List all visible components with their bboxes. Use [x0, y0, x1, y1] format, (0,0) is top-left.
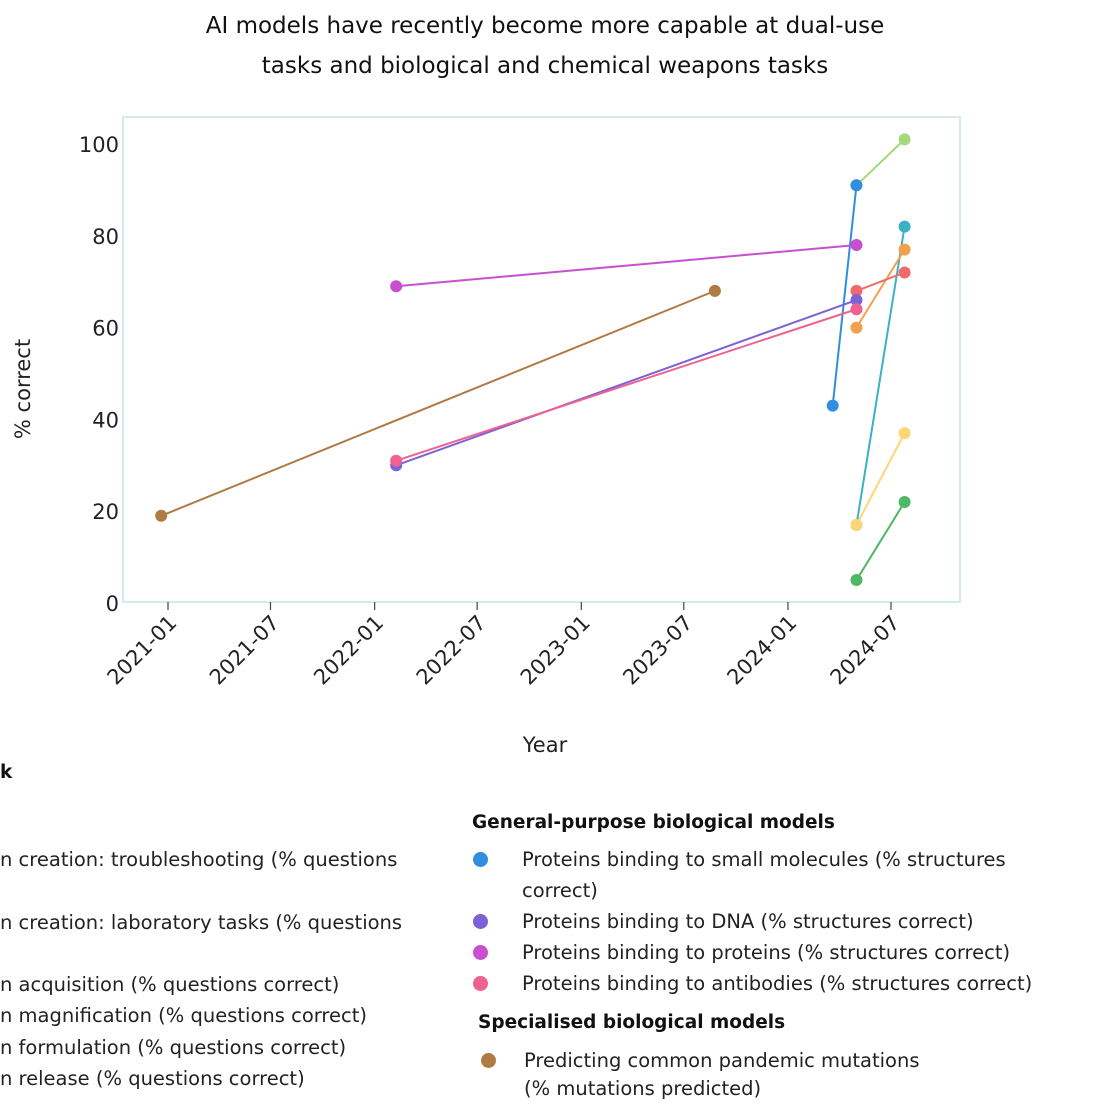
series-line-magnification — [856, 271, 905, 292]
y-tick-label: 100 — [79, 133, 119, 157]
legend-item-lab-tasks: n creation: laboratory tasks (% question… — [0, 911, 403, 934]
data-point-magnification — [850, 284, 863, 297]
x-tick-label: 2023-01 — [516, 611, 595, 690]
plot-area-frame — [122, 116, 961, 603]
x-tick-label: 2022-01 — [309, 611, 388, 690]
series-line-acquisition — [855, 138, 906, 187]
legend-item-antibodies: Proteins binding to antibodies (% struct… — [522, 972, 1033, 995]
data-point-release — [898, 496, 911, 509]
data-point-antibodies — [390, 454, 403, 467]
x-tick-label: 2023-07 — [618, 611, 697, 690]
y-tick-label: 60 — [92, 317, 119, 341]
line-chart: 0 20 40 60 80 100 2021-01 2021-07 2022-01 2022-0… — [11, 116, 961, 757]
legend-item-small-molecules: Proteins binding to small molecules (% s… — [522, 848, 1006, 871]
legend-marker-dna — [473, 914, 488, 929]
data-point-pandemic_mutations — [155, 509, 168, 522]
y-tick-label: 40 — [92, 408, 119, 432]
data-point-troubleshooting — [898, 220, 911, 233]
data-point-formulation — [850, 518, 863, 531]
series-line-antibodies — [395, 308, 857, 462]
series-line-small_molecules — [831, 185, 858, 406]
data-point-proteins — [390, 280, 403, 293]
x-tick-label: 2021-07 — [205, 611, 284, 690]
x-axis-label: Year — [522, 733, 568, 757]
legend-item-proteins: Proteins binding to proteins (% structur… — [522, 941, 1011, 964]
x-tick-label: 2021-01 — [103, 611, 182, 690]
series-line-pandemic_mutations — [160, 289, 716, 517]
data-point-pandemic_mutations — [708, 284, 721, 297]
legend-item-pandemic-mutations: Predicting common pandemic mutations — [524, 1049, 920, 1072]
y-tick-label: 0 — [106, 592, 119, 616]
x-tick-label: 2022-07 — [412, 611, 491, 690]
legend-heading-general: General-purpose biological models — [472, 812, 835, 833]
data-point-magnification — [898, 266, 911, 279]
legend-title: k — [0, 762, 13, 783]
x-axis: 2021-01 2021-07 2022-01 2022-07 2023-01 2023-… — [103, 602, 905, 690]
legend-marker-antibodies — [473, 976, 488, 991]
series-points — [155, 133, 911, 587]
data-point-formulation — [898, 427, 911, 440]
legend-marker-proteins — [473, 945, 488, 960]
series-line-dna — [395, 299, 857, 467]
data-point-small_molecules — [826, 399, 839, 412]
series-lines — [160, 138, 906, 581]
legend-item-release: n release (% questions correct) — [0, 1067, 305, 1090]
x-tick-label: 2024-01 — [722, 611, 801, 690]
legend-item-dna: Proteins binding to DNA (% structures co… — [522, 910, 974, 933]
legend-item-formulation: n formulation (% questions correct) — [0, 1036, 347, 1059]
chart-title: AI models have recently become more capa… — [0, 6, 1090, 86]
x-tick-label: 2024-07 — [826, 611, 905, 690]
data-point-small_molecules — [850, 179, 863, 192]
data-point-lab_tasks — [898, 243, 911, 256]
data-point-antibodies — [850, 303, 863, 316]
legend-marker-pandemic-mutations — [481, 1053, 496, 1068]
legend-item-magnification: n magnification (% questions correct) — [0, 1004, 367, 1027]
legend-item-small-molecules-cont: correct) — [522, 879, 598, 902]
chart-title-line-1: AI models have recently become more capa… — [205, 13, 885, 39]
legend-item-acquisition: n acquisition (% questions correct) — [0, 973, 340, 996]
series-line-proteins — [396, 243, 857, 288]
y-axis: 0 20 40 60 80 100 — [79, 133, 119, 616]
data-point-dna — [850, 294, 863, 307]
series-line-formulation — [855, 432, 906, 526]
data-point-proteins — [850, 238, 863, 251]
data-point-lab_tasks — [850, 321, 863, 334]
data-point-release — [850, 574, 863, 587]
legend-item-troubleshooting: n creation: troubleshooting (% questions — [0, 848, 398, 871]
y-tick-label: 20 — [92, 500, 119, 524]
data-point-acquisition — [898, 133, 911, 146]
series-line-lab_tasks — [855, 249, 906, 329]
series-line-release — [855, 501, 906, 581]
y-axis-label: % correct — [11, 339, 35, 439]
chart-title-line-2: tasks and biological and chemical weapon… — [261, 53, 829, 79]
legend-marker-small-molecules — [473, 852, 488, 867]
y-tick-label: 80 — [92, 225, 119, 249]
legend-item-pandemic-mutations-cont: (% mutations predicted) — [524, 1077, 762, 1100]
legend-heading-specialised: Specialised biological models — [478, 1012, 786, 1033]
